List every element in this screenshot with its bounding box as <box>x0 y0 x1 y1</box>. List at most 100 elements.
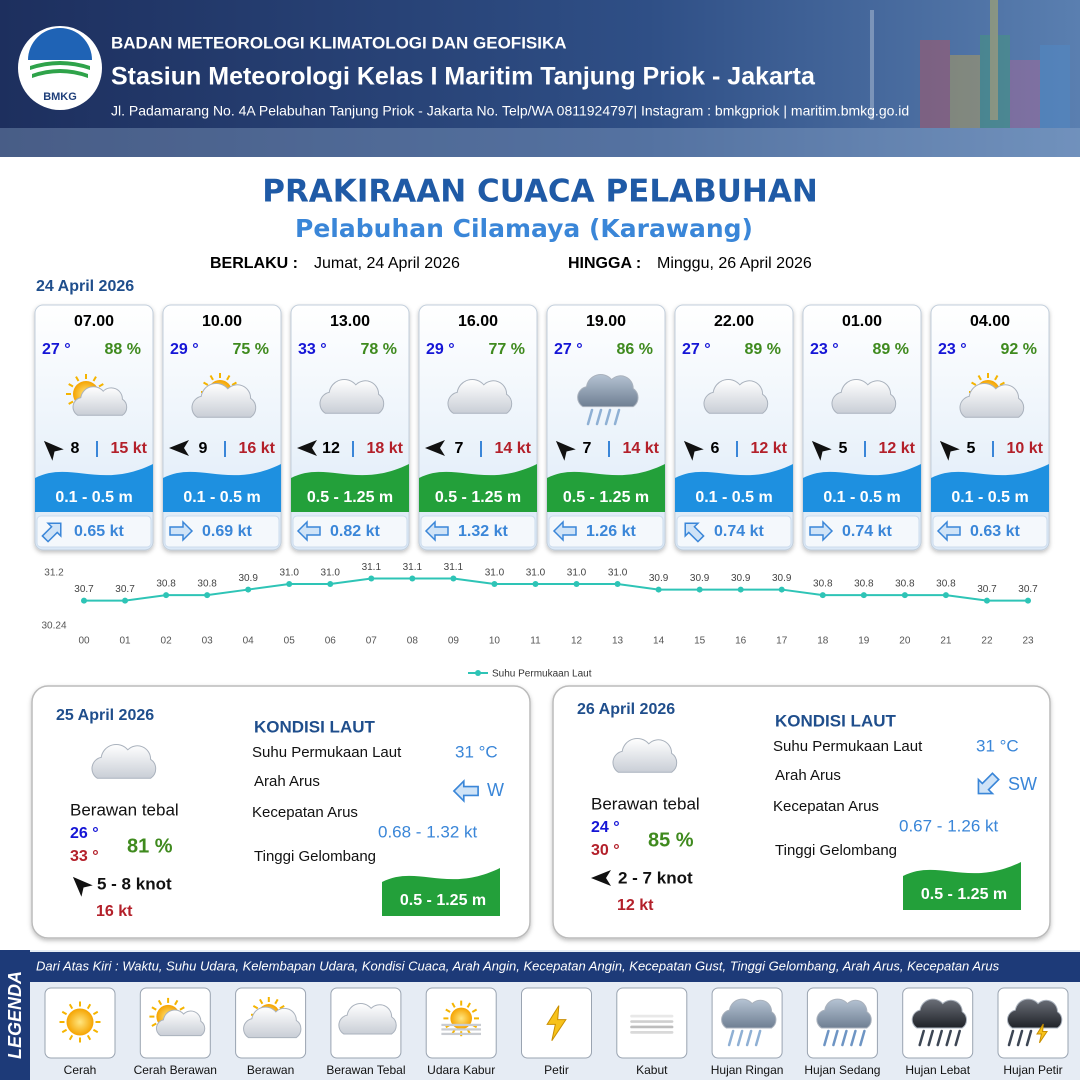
weather-icon <box>66 374 128 416</box>
value-label: 30.9 <box>238 573 258 584</box>
wave-height: 0.5 - 1.25 m <box>307 489 393 506</box>
wind-arrow <box>811 440 832 461</box>
current-arrow <box>424 520 449 542</box>
legend-item-label: Cerah <box>64 1063 97 1077</box>
legend-marker <box>475 670 481 676</box>
wave-shape <box>803 464 921 512</box>
x-tick-label: 05 <box>284 636 296 647</box>
wave-height: 0.1 - 0.5 m <box>823 489 900 506</box>
cloud <box>155 1009 206 1037</box>
wind-speed: 7 <box>455 440 464 457</box>
x-tick-label: 04 <box>243 636 255 647</box>
current-speed: 0.65 kt <box>74 523 124 540</box>
lightning <box>546 1005 567 1041</box>
haze-line <box>441 1023 481 1027</box>
temp-min: 26 ° <box>70 825 99 842</box>
time: 19.00 <box>586 313 626 330</box>
rain-drop <box>754 1029 762 1047</box>
point <box>409 575 416 582</box>
cloud <box>831 378 897 414</box>
legend-item-label: Berawan Tebal <box>326 1063 405 1077</box>
rain-drop <box>745 1029 753 1047</box>
sun-ray <box>279 1005 285 1010</box>
humidity: 92 % <box>1001 341 1037 358</box>
humidity: 77 % <box>489 341 525 358</box>
value-label: 31.0 <box>321 568 341 579</box>
x-tick-label: 15 <box>694 636 706 647</box>
current-box <box>804 515 920 548</box>
legend-item-label: Udara Kabur <box>427 1063 495 1077</box>
sun-ray <box>971 381 977 386</box>
cloud <box>319 378 385 414</box>
wave-height: 0.1 - 0.5 m <box>55 489 132 506</box>
legend-item-label: Hujan Lebat <box>905 1063 970 1077</box>
point <box>491 581 498 588</box>
cloud <box>721 998 777 1029</box>
humidity: 89 % <box>745 341 781 358</box>
value-label: 30.8 <box>936 579 956 590</box>
time: 07.00 <box>74 313 114 330</box>
wind-arrow <box>43 440 64 461</box>
rain-drop <box>823 1029 830 1047</box>
org-name: BADAN METEOROLOGI KLIMATOLOGI DAN GEOFIS… <box>111 33 567 52</box>
point <box>204 592 211 599</box>
humidity: 85 % <box>648 829 694 851</box>
wave-shape <box>675 464 793 512</box>
current-arrow <box>41 522 62 543</box>
wave-shape <box>382 868 500 916</box>
sun-ray <box>157 999 163 1006</box>
legend-label: Suhu Permukaan Laut <box>492 669 592 680</box>
to-label: HINGGA : <box>568 255 641 272</box>
air-temp: 29 ° <box>426 341 455 358</box>
sun-ray <box>231 381 237 386</box>
sun-ray <box>68 1034 74 1041</box>
rain-drop <box>841 1029 848 1047</box>
current-arrow <box>936 520 961 542</box>
sun-ray <box>86 1003 92 1010</box>
humidity: 86 % <box>617 341 653 358</box>
air-temp: 27 ° <box>42 341 71 358</box>
fog-line <box>630 1014 674 1018</box>
point <box>696 586 703 593</box>
gust: 12 kt <box>751 440 788 457</box>
value-label: 30.7 <box>74 584 94 595</box>
sst-label: Suhu Permukaan Laut <box>773 738 923 755</box>
weather-icon <box>91 743 157 779</box>
x-tick-label: 10 <box>489 636 501 647</box>
wave-shape <box>35 464 153 512</box>
legend-item-label: Petir <box>544 1063 569 1077</box>
temp-min: 24 ° <box>591 819 620 836</box>
weather-icon <box>911 998 968 1047</box>
value-label: 30.9 <box>772 573 792 584</box>
current-speed: 1.26 kt <box>586 523 636 540</box>
wind-speed: 7 <box>583 440 592 457</box>
gust: 14 kt <box>495 440 532 457</box>
air-temp: 29 ° <box>170 341 199 358</box>
wave-height: 0.5 - 1.25 m <box>921 886 1007 903</box>
sun-ray <box>274 998 279 1005</box>
value-label: 31.0 <box>279 568 299 579</box>
sun-ray <box>86 1034 92 1041</box>
sea-title: KONDISI LAUT <box>254 717 376 736</box>
wind-speed: 5 <box>967 440 976 457</box>
current-arrow <box>169 520 194 542</box>
sea-title: KONDISI LAUT <box>775 711 897 730</box>
weather-icon <box>319 378 385 414</box>
legend-item-label: Cerah Berawan <box>134 1063 217 1077</box>
logo-text: BMKG <box>43 91 77 103</box>
point <box>532 581 539 588</box>
value-label: 30.8 <box>854 579 874 590</box>
value-label: 30.8 <box>895 579 915 590</box>
wave-shape <box>547 464 665 512</box>
wave-shape <box>163 464 281 512</box>
sst-label: Suhu Permukaan Laut <box>252 744 402 761</box>
current-speed: 0.74 kt <box>842 523 892 540</box>
time: 01.00 <box>842 313 882 330</box>
humidity: 81 % <box>127 835 173 857</box>
current-speed: 0.74 kt <box>714 523 764 540</box>
current-dir-label: Arah Arus <box>775 767 841 784</box>
header-port-art <box>0 0 1080 157</box>
rain-drop <box>850 1029 857 1047</box>
wave-height: 0.1 - 0.5 m <box>951 489 1028 506</box>
rain-drop <box>1025 1029 1033 1047</box>
